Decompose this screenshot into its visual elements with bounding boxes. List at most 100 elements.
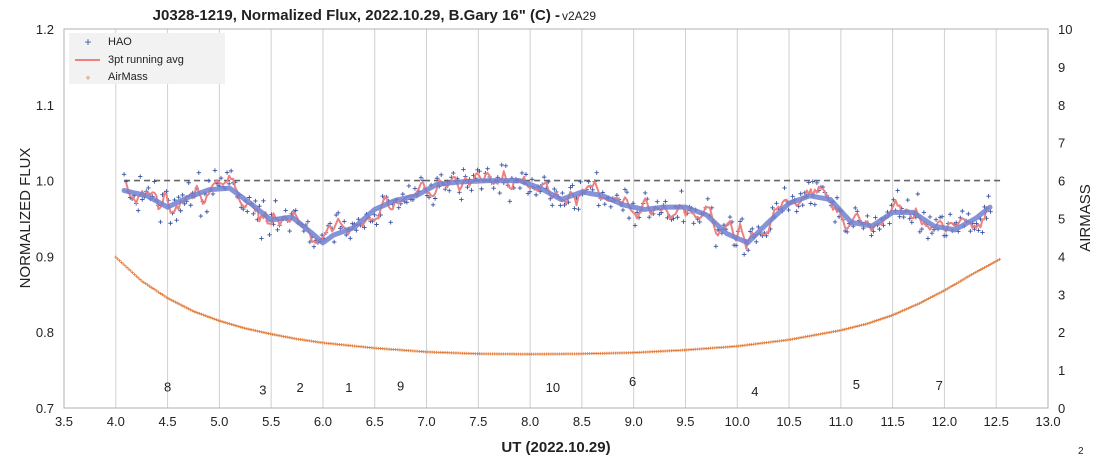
- airmass-point: [984, 264, 988, 268]
- airmass-point: [940, 290, 944, 294]
- hao-point: [895, 188, 900, 193]
- hao-point: [168, 221, 173, 226]
- plot-frame: [63, 28, 1049, 409]
- x-tick-label: 7.5: [469, 414, 487, 429]
- airmass-point: [858, 324, 862, 328]
- airmass-point: [955, 281, 959, 285]
- airmass-point: [224, 321, 228, 325]
- hao-point: [499, 162, 504, 168]
- airmass-point: [138, 278, 142, 282]
- hao-point: [713, 244, 719, 249]
- annotation-label: 1: [345, 380, 352, 395]
- legend-label-airmass: AirMass: [108, 71, 148, 83]
- airmass-point: [134, 274, 138, 278]
- annotation-label: 7: [936, 378, 943, 393]
- hao-point: [679, 188, 684, 194]
- y2-tick-label: 3: [1058, 287, 1065, 302]
- y2-tick-label: 5: [1058, 212, 1065, 227]
- airmass-point: [185, 306, 189, 310]
- airmass-point: [241, 326, 245, 330]
- airmass-point: [882, 316, 886, 320]
- hao-point: [400, 191, 406, 197]
- hao-point: [485, 166, 490, 171]
- airmass-point: [996, 258, 1000, 262]
- hao-point: [901, 214, 906, 220]
- hao-point: [750, 226, 755, 232]
- y-tick-label: 1.1: [36, 98, 54, 113]
- x-tick-label: 5.0: [210, 414, 228, 429]
- airmass-point: [129, 269, 133, 273]
- y2-tick-label: 9: [1058, 60, 1065, 75]
- hao-point: [342, 219, 347, 224]
- hao-point: [247, 195, 252, 200]
- airmass-point: [145, 283, 149, 287]
- hao-point: [412, 186, 418, 191]
- airmass-point: [932, 294, 936, 298]
- airmass-point: [930, 295, 934, 299]
- hao-point: [517, 185, 523, 191]
- hao-point: [655, 199, 660, 204]
- hao-point: [178, 208, 183, 213]
- airmass-point: [884, 315, 888, 319]
- airmass-point: [986, 263, 990, 267]
- hao-point: [774, 201, 779, 206]
- hao-point: [647, 215, 652, 220]
- airmass-point: [886, 315, 890, 319]
- x-tick-label: 9.0: [625, 414, 643, 429]
- airmass-point: [131, 271, 135, 275]
- hao-point: [152, 179, 157, 184]
- airmass-point: [856, 324, 860, 328]
- airmass-point: [957, 280, 961, 284]
- hao-point: [697, 219, 702, 225]
- hao-point: [558, 203, 563, 208]
- hao-point: [853, 205, 858, 211]
- airmass-point: [255, 329, 259, 333]
- airmass-point: [971, 272, 975, 276]
- hao-point: [905, 197, 910, 203]
- airmass-point: [943, 288, 947, 292]
- hao-point: [897, 214, 902, 219]
- hao-point: [933, 217, 939, 222]
- hao-point: [748, 229, 753, 234]
- airmass-point: [123, 264, 127, 268]
- x-tick-label: 6.5: [366, 414, 384, 429]
- x-tick-label: 6.0: [314, 414, 332, 429]
- hao-point: [596, 203, 601, 208]
- hao-point: [212, 168, 218, 173]
- airmass-point: [934, 293, 938, 297]
- airmass-point: [891, 313, 895, 317]
- airmass-point: [151, 287, 155, 291]
- x-axis-title: UT (2022.10.29): [501, 439, 610, 456]
- airmass-point: [873, 319, 877, 323]
- airmass-point: [159, 291, 163, 295]
- airmass-point: [162, 294, 166, 298]
- hao-point: [634, 210, 640, 215]
- x-tick-label: 12.0: [932, 414, 957, 429]
- hao-point: [976, 228, 981, 233]
- airmass-point: [917, 301, 921, 305]
- hao-point: [560, 190, 565, 196]
- airmass-point: [201, 313, 205, 317]
- airmass-point: [839, 328, 843, 332]
- hao-point: [218, 175, 224, 181]
- hao-point: [447, 188, 452, 193]
- hao-point: [333, 212, 339, 218]
- y-tick-label: 0.9: [36, 249, 54, 264]
- hao-point: [287, 228, 292, 234]
- airmass-point: [888, 314, 892, 318]
- airmass-point: [121, 262, 125, 266]
- hao-point: [741, 252, 747, 257]
- hao-point: [348, 236, 353, 241]
- hao-point: [465, 184, 470, 190]
- hao-point: [550, 203, 555, 208]
- airmass-point: [860, 323, 864, 327]
- y-axis-title: NORMALIZED FLUX: [17, 148, 34, 289]
- hao-point: [497, 190, 502, 196]
- airmass-point: [211, 316, 215, 320]
- airmass-point: [257, 330, 261, 334]
- hao-point: [972, 227, 977, 232]
- x-tick-label: 12.5: [984, 414, 1009, 429]
- hao-point: [523, 172, 529, 177]
- airmass-point: [994, 259, 998, 263]
- airmass-point: [951, 284, 955, 288]
